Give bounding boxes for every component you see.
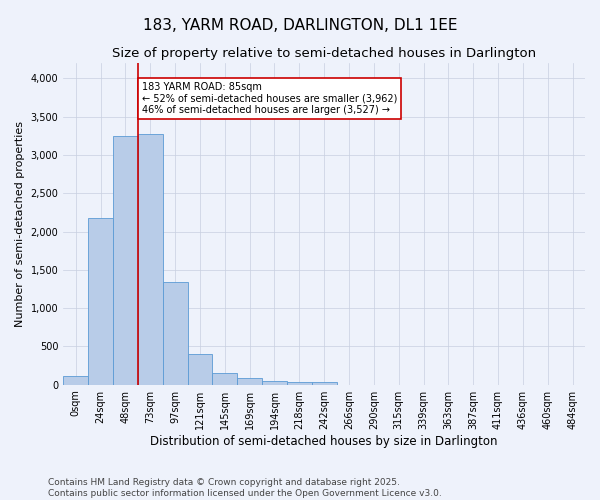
Bar bbox=[287, 382, 312, 384]
Text: 183 YARM ROAD: 85sqm
← 52% of semi-detached houses are smaller (3,962)
46% of se: 183 YARM ROAD: 85sqm ← 52% of semi-detac… bbox=[142, 82, 397, 116]
Bar bbox=[138, 134, 163, 384]
Y-axis label: Number of semi-detached properties: Number of semi-detached properties bbox=[15, 121, 25, 327]
Text: Contains HM Land Registry data © Crown copyright and database right 2025.
Contai: Contains HM Land Registry data © Crown c… bbox=[48, 478, 442, 498]
Bar bbox=[312, 382, 337, 384]
Bar bbox=[113, 136, 138, 384]
Bar bbox=[88, 218, 113, 384]
X-axis label: Distribution of semi-detached houses by size in Darlington: Distribution of semi-detached houses by … bbox=[151, 434, 498, 448]
Bar bbox=[163, 282, 188, 384]
Bar bbox=[262, 381, 287, 384]
Title: Size of property relative to semi-detached houses in Darlington: Size of property relative to semi-detach… bbox=[112, 48, 536, 60]
Text: 183, YARM ROAD, DARLINGTON, DL1 1EE: 183, YARM ROAD, DARLINGTON, DL1 1EE bbox=[143, 18, 457, 32]
Bar bbox=[63, 376, 88, 384]
Bar bbox=[212, 373, 237, 384]
Bar bbox=[237, 378, 262, 384]
Bar bbox=[188, 354, 212, 384]
